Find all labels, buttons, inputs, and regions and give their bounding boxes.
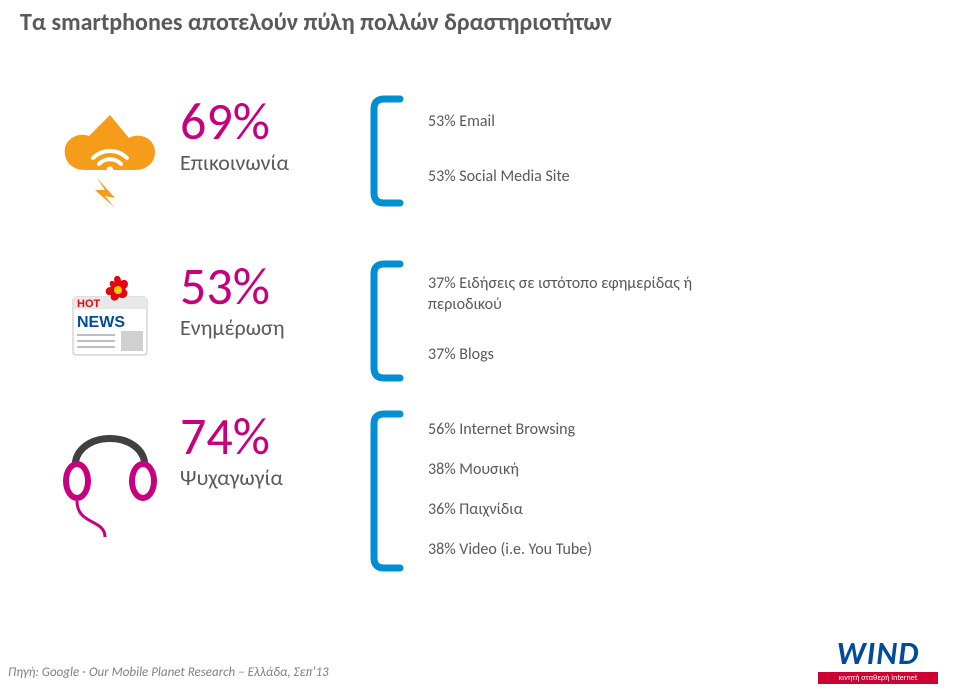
page-title: Τα smartphones αποτελούν πύλη πολλών δρα… [20, 8, 612, 37]
detail-col-information: 37% Ειδήσεις σε ιστότοπο εφημερίδας ή πε… [410, 260, 728, 380]
detail-news: 37% Ειδήσεις σε ιστότοπο εφημερίδας ή πε… [428, 274, 728, 316]
stat-percent: 53% [180, 260, 370, 312]
logo-brand: WIND [818, 638, 938, 670]
detail-col-entertainment: 56% Internet Browsing 38% Μουσική 36% Πα… [410, 410, 592, 570]
detail-col-communication: 53% Email 53% Social Media Site [410, 95, 570, 205]
stat-percent: 74% [180, 410, 370, 462]
stat-label: Επικοινωνία [180, 149, 370, 176]
stat-label: Ενημέρωση [180, 314, 370, 341]
detail-music: 38% Μουσική [428, 460, 592, 481]
row-entertainment: 74% Ψυχαγωγία 56% Internet Browsing 38% … [50, 410, 592, 572]
svg-text:NEWS: NEWS [77, 314, 125, 331]
detail-video: 38% Video (i.e. You Tube) [428, 540, 592, 561]
cloud-wifi-icon [50, 95, 170, 215]
logo-tagline: κινητή σταθερή internet [818, 672, 938, 684]
bracket-icon [370, 410, 410, 572]
headphones-icon [50, 410, 170, 530]
stat-percent: 69% [180, 95, 370, 147]
stat-communication: 69% Επικοινωνία [170, 95, 370, 176]
stat-information: 53% Ενημέρωση [170, 260, 370, 341]
row-information: HOT NEWS 53% Ενημέρωση 37% Ειδήσεις σε ι… [50, 260, 728, 382]
detail-blogs: 37% Blogs [428, 345, 728, 366]
bracket-icon [370, 95, 410, 207]
wind-logo: WIND κινητή σταθερή internet [818, 638, 938, 684]
source-citation: Πηγή: Google - Our Mobile Planet Researc… [8, 665, 329, 680]
row-communication: 69% Επικοινωνία 53% Email 53% Social Med… [50, 95, 570, 215]
stat-entertainment: 74% Ψυχαγωγία [170, 410, 370, 491]
detail-browsing: 56% Internet Browsing [428, 420, 592, 441]
detail-games: 36% Παιχνίδια [428, 500, 592, 521]
bracket-icon [370, 260, 410, 382]
detail-social: 53% Social Media Site [428, 167, 570, 188]
hot-news-icon: HOT NEWS [50, 260, 170, 380]
detail-email: 53% Email [428, 112, 570, 133]
stat-label: Ψυχαγωγία [180, 464, 370, 491]
svg-text:HOT: HOT [77, 298, 101, 310]
